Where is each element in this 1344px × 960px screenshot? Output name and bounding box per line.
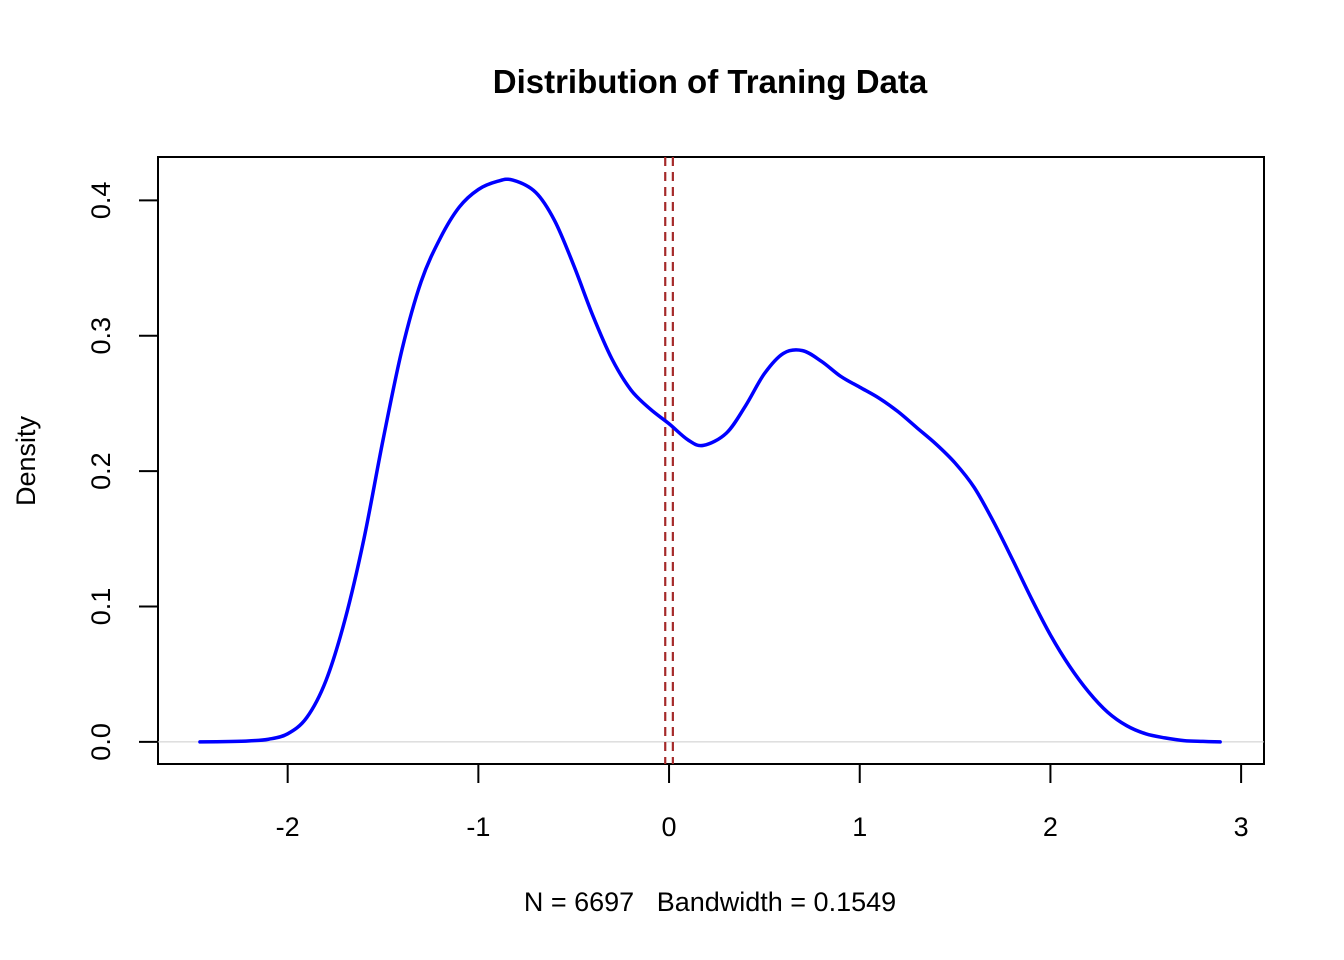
y-tick-label: 0.4	[86, 182, 116, 220]
y-tick-label: 0.0	[86, 723, 116, 761]
x-tick-label: 0	[662, 812, 677, 842]
plot-frame	[157, 156, 1265, 765]
x-axis-label: N = 6697 Bandwidth = 0.1549	[524, 887, 896, 917]
x-tick-label: 2	[1043, 812, 1058, 842]
x-tick-label: -1	[466, 812, 490, 842]
density-curve	[198, 177, 1222, 744]
y-tick-label: 0.2	[86, 452, 116, 490]
chart-title: Distribution of Traning Data	[493, 63, 928, 100]
y-axis-label: Density	[11, 415, 41, 506]
plot-area	[158, 157, 1264, 764]
x-tick-label: 3	[1234, 812, 1249, 842]
y-tick-label: 0.1	[86, 588, 116, 626]
y-axis: 0.0 0.1 0.2 0.3 0.4	[86, 182, 159, 761]
y-tick-label: 0.3	[86, 317, 116, 355]
x-tick-label: -2	[276, 812, 300, 842]
x-axis: -2 -1 0 1 2 3	[276, 763, 1249, 842]
x-tick-label: 1	[852, 812, 867, 842]
